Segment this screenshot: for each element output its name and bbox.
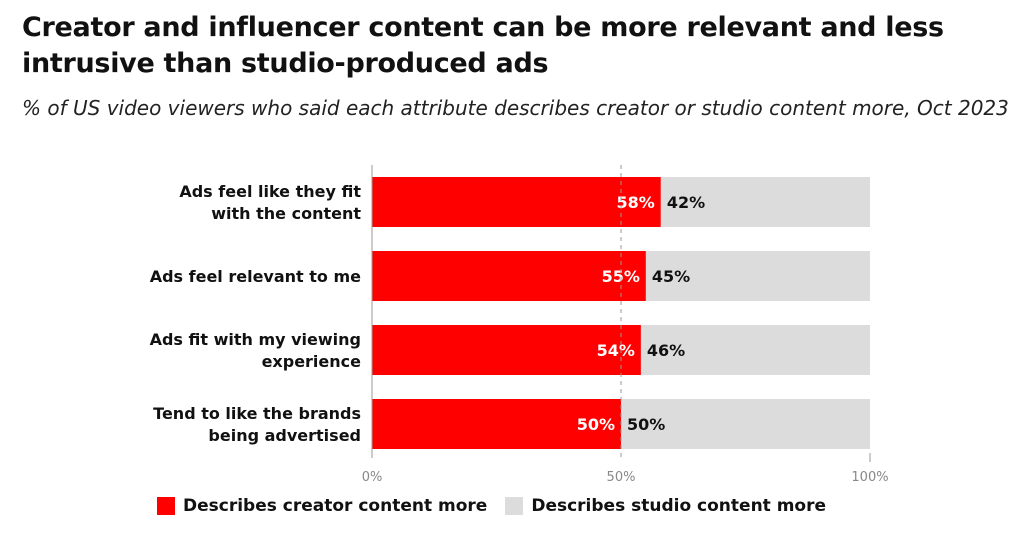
- chart-subtitle: % of US video viewers who said each attr…: [22, 96, 1009, 120]
- data-label-studio: 46%: [647, 341, 685, 360]
- data-label-creator: 58%: [617, 193, 655, 212]
- data-label-creator: 54%: [597, 341, 635, 360]
- category-label: Ads feel like they fit: [179, 182, 361, 201]
- legend-label-studio: Describes studio content more: [531, 496, 827, 516]
- data-label-studio: 45%: [652, 267, 690, 286]
- category-label: being advertised: [208, 426, 361, 445]
- bar-creator: [372, 251, 646, 301]
- legend-swatch-studio: [505, 497, 524, 515]
- data-label-creator: 55%: [602, 267, 640, 286]
- x-tick-label: 50%: [607, 470, 636, 485]
- category-label: experience: [262, 352, 362, 371]
- legend-swatch-creator: [157, 497, 175, 515]
- bar-creator: [372, 325, 641, 375]
- bar-studio: [660, 177, 870, 227]
- chart-title: Creator and influencer content can be mo…: [22, 12, 944, 79]
- bar-studio: [645, 251, 870, 301]
- data-label-creator: 50%: [577, 415, 615, 434]
- legend-label-creator: Describes creator content more: [183, 496, 488, 516]
- bar-studio: [640, 325, 870, 375]
- category-label: with the content: [211, 204, 361, 223]
- category-label: Tend to like the brands: [153, 404, 361, 423]
- data-label-studio: 50%: [627, 415, 665, 434]
- x-tick-label: 0%: [362, 470, 383, 485]
- category-label: Ads feel relevant to me: [150, 267, 361, 286]
- x-tick-label: 100%: [851, 470, 888, 485]
- data-label-studio: 42%: [667, 193, 705, 212]
- legend: Describes creator content more Describes…: [157, 496, 826, 516]
- bar-studio: [621, 399, 870, 449]
- bar-creator: [372, 177, 661, 227]
- bar-creator: [372, 399, 621, 449]
- category-label: Ads fit with my viewing: [150, 330, 361, 349]
